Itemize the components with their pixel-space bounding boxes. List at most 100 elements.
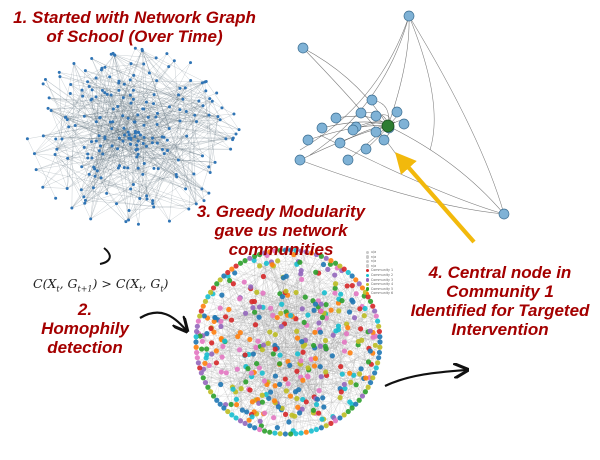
network-edge bbox=[73, 63, 119, 169]
network-edge bbox=[71, 141, 124, 209]
community-node bbox=[272, 430, 278, 436]
community-node bbox=[257, 263, 263, 269]
network-edge bbox=[99, 92, 105, 151]
community-node bbox=[197, 313, 203, 319]
network-edge bbox=[42, 114, 210, 188]
community-node bbox=[349, 273, 355, 279]
community-node bbox=[262, 410, 268, 416]
network-node bbox=[144, 100, 148, 104]
legend-swatch bbox=[366, 250, 370, 254]
network-edge bbox=[119, 137, 177, 175]
network-edge bbox=[89, 79, 131, 175]
network-edge bbox=[123, 66, 169, 129]
network-node bbox=[155, 111, 159, 115]
community-node bbox=[283, 288, 289, 294]
network-edge bbox=[81, 101, 213, 167]
network-edge bbox=[213, 261, 299, 289]
network-node bbox=[90, 57, 94, 61]
network-edge bbox=[344, 308, 366, 415]
network-edge bbox=[59, 76, 130, 211]
network-edge bbox=[139, 135, 141, 199]
network-edge bbox=[106, 63, 132, 194]
network-edge bbox=[104, 138, 140, 199]
network-edge bbox=[143, 80, 157, 144]
network-node bbox=[83, 198, 87, 202]
network-edge bbox=[81, 90, 93, 100]
network-node bbox=[55, 147, 59, 151]
network-node bbox=[41, 185, 45, 189]
network-edge bbox=[275, 375, 363, 397]
network-edge bbox=[106, 90, 134, 194]
legend-item: Community 6 bbox=[366, 291, 393, 296]
network-node bbox=[80, 165, 84, 169]
network-edge bbox=[49, 97, 130, 136]
community-node bbox=[252, 425, 258, 431]
network-edge bbox=[135, 48, 169, 67]
network-edge bbox=[231, 308, 271, 415]
network-node bbox=[145, 194, 149, 198]
community-node bbox=[298, 248, 304, 254]
community-node bbox=[328, 258, 334, 264]
central-node bbox=[381, 119, 395, 133]
community-node bbox=[294, 368, 300, 374]
community-node bbox=[229, 412, 235, 418]
network-edge bbox=[111, 94, 199, 102]
network-edge bbox=[272, 264, 281, 294]
network-edge bbox=[90, 115, 123, 219]
network-edge bbox=[56, 117, 66, 150]
network-edge bbox=[221, 295, 255, 412]
community-node bbox=[317, 329, 324, 335]
network-edge bbox=[101, 69, 120, 139]
network-node bbox=[207, 165, 211, 169]
network-edge bbox=[91, 58, 154, 208]
network-edge bbox=[231, 404, 322, 428]
community-node bbox=[206, 362, 212, 369]
community-node bbox=[211, 329, 217, 335]
community-node bbox=[363, 375, 369, 381]
network-node bbox=[110, 127, 114, 131]
network-edge bbox=[114, 54, 181, 122]
network-edge bbox=[42, 187, 68, 189]
community-node bbox=[200, 303, 206, 309]
step3-line3: communities bbox=[228, 240, 334, 260]
network-edge bbox=[130, 63, 181, 89]
network-edge bbox=[197, 357, 261, 422]
network-edge bbox=[36, 137, 234, 170]
school-network-nodes bbox=[25, 46, 241, 226]
network-edge bbox=[142, 50, 187, 112]
hub-graph-node bbox=[302, 134, 314, 146]
community-node bbox=[271, 415, 277, 421]
network-node bbox=[105, 191, 109, 195]
community-node bbox=[267, 429, 273, 435]
network-edge bbox=[85, 114, 138, 201]
network-node bbox=[152, 93, 156, 97]
network-edge bbox=[129, 134, 159, 169]
network-edge bbox=[36, 132, 139, 170]
network-edge bbox=[50, 110, 129, 221]
network-node bbox=[189, 61, 193, 65]
network-node bbox=[151, 136, 155, 140]
network-node bbox=[94, 76, 98, 80]
network-edge bbox=[315, 310, 322, 399]
network-edge bbox=[130, 79, 168, 141]
network-edge bbox=[101, 54, 115, 71]
community-node bbox=[256, 365, 263, 371]
network-edge bbox=[135, 48, 227, 139]
community-node bbox=[249, 399, 256, 405]
network-edge bbox=[114, 54, 144, 65]
network-node bbox=[117, 136, 121, 140]
network-node bbox=[72, 62, 76, 66]
community-node bbox=[297, 410, 303, 416]
network-edge bbox=[65, 117, 153, 143]
network-edge bbox=[240, 297, 314, 411]
step3-caption: 3. Greedy Modularity gave us network com… bbox=[186, 202, 376, 259]
network-edge bbox=[254, 252, 312, 257]
network-edge bbox=[263, 295, 365, 414]
community-node bbox=[377, 334, 383, 340]
community-node bbox=[294, 335, 301, 341]
step4-line4: Intervention bbox=[451, 320, 549, 340]
community-node bbox=[300, 349, 306, 355]
network-edge bbox=[47, 108, 124, 142]
community-node bbox=[205, 384, 211, 390]
network-edge bbox=[98, 81, 205, 136]
